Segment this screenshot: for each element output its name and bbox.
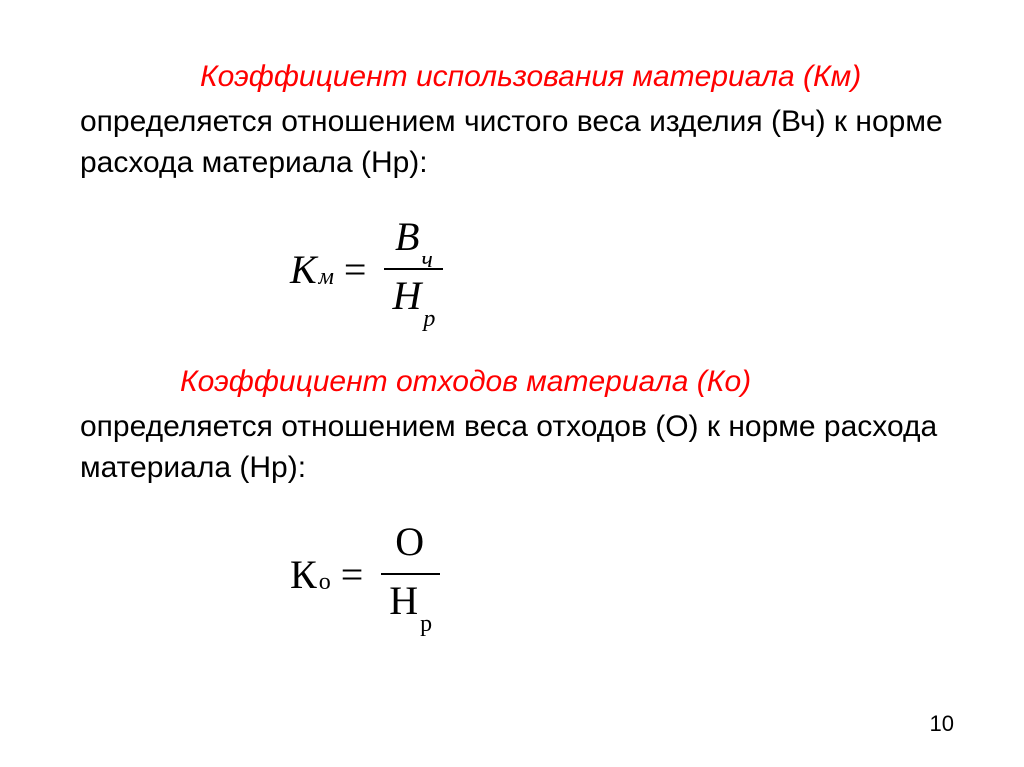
formula1: К м = Вч Нр (290, 213, 443, 325)
formula2-den-sub: р (420, 611, 432, 637)
formula2-eq: = (341, 551, 364, 598)
page-number: 10 (930, 711, 954, 737)
formula1-den-sub: р (423, 306, 435, 332)
section1-heading: Коэффициент использования материала (Км) (80, 60, 944, 94)
formula1-eq: = (344, 246, 367, 293)
formula2: К о = О Нр (290, 518, 440, 630)
formula1-lhs-sub: м (319, 264, 334, 291)
formula2-den-base: Н (389, 578, 418, 623)
formula1-lhs-base: К (290, 246, 317, 293)
formula2-lhs-sub: о (319, 569, 331, 596)
formula2-num-base: О (395, 519, 424, 564)
section2-heading: Коэффициент отходов материала (Ко) (80, 365, 944, 399)
formula1-fraction: Вч Нр (384, 213, 443, 325)
formula2-lhs-base: К (290, 551, 317, 598)
formula1-den-base: Н (392, 273, 421, 318)
formula2-fraction: О Нр (381, 518, 440, 630)
formula1-num-base: В (395, 214, 419, 259)
formula1-num-sub: ч (421, 247, 432, 273)
formula2-container: К о = О Нр (80, 518, 944, 630)
formula1-container: К м = Вч Нр (80, 213, 944, 325)
section1-body: определяется отношением чистого веса изд… (80, 102, 944, 183)
section2-body: определяется отношением веса отходов (О)… (80, 407, 944, 488)
